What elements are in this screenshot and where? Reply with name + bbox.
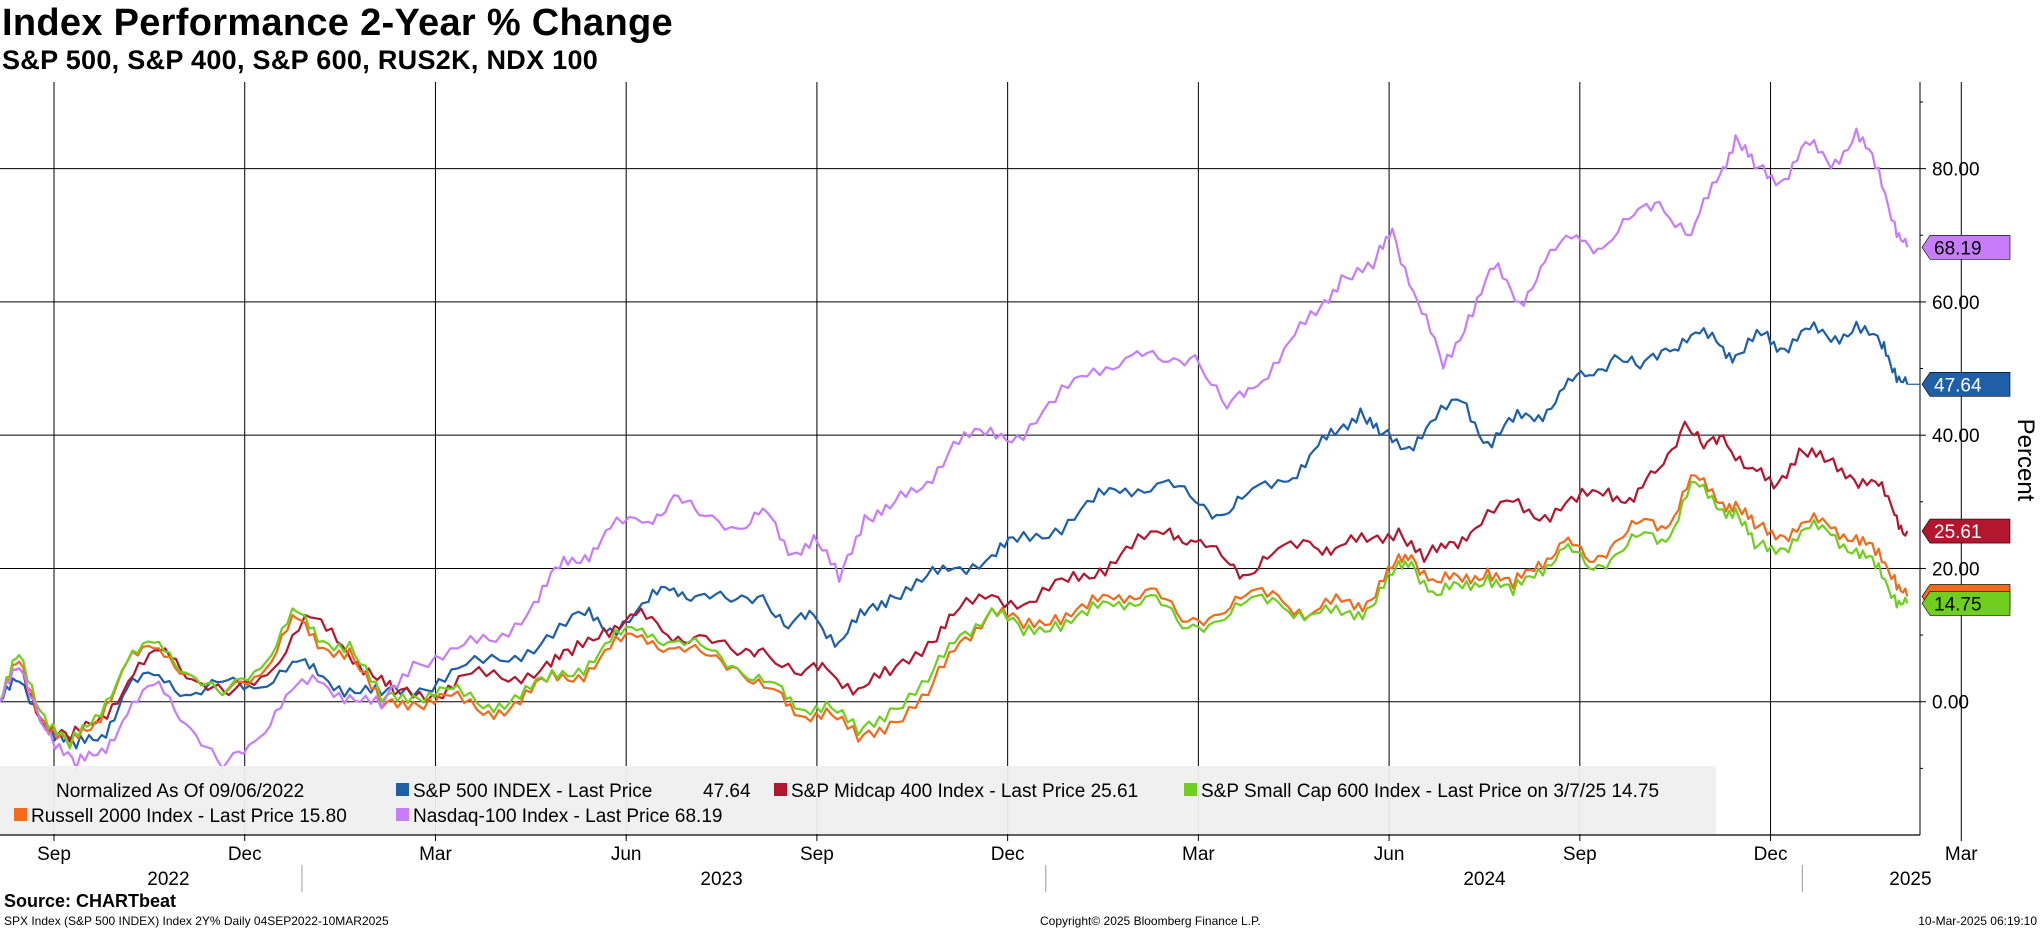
y-axis-title: Percent <box>2012 419 2039 502</box>
last-value-label-mid: 25.61 <box>1934 522 1982 543</box>
x-tick-label: Mar <box>419 844 452 865</box>
x-tick-label: Dec <box>991 844 1025 865</box>
series-line-ndx <box>0 127 1909 770</box>
series-line-small <box>0 480 1909 750</box>
legend-label-rus: Russell 2000 Index - Last Price 15.80 <box>31 806 347 827</box>
footer-timestamp: 10-Mar-2025 06:19:10 <box>1918 914 2037 928</box>
x-tick-label: Sep <box>1563 844 1597 865</box>
legend-swatch-spx <box>396 783 409 796</box>
last-value-tag-small <box>1921 591 2011 616</box>
x-tick-label: Sep <box>37 844 71 865</box>
legend-label-spx: S&P 500 INDEX - Last Price <box>413 781 652 802</box>
legend-swatch-small <box>1184 783 1197 796</box>
legend-value-spx: 47.64 <box>703 781 751 802</box>
y-tick-label: 40.00 <box>1932 426 1980 447</box>
x-year-label: 2024 <box>1463 869 1506 890</box>
legend-header: Normalized As Of 09/06/2022 <box>56 781 304 802</box>
chart-subtitle: S&P 500, S&P 400, S&P 600, RUS2K, NDX 10… <box>2 45 599 75</box>
y-tick-label: 0.00 <box>1932 693 1969 714</box>
series-line-mid <box>0 420 1909 743</box>
x-tick-label: Sep <box>800 844 834 865</box>
x-year-label: 2025 <box>1889 869 1931 890</box>
source-label: Source: CHARTbeat <box>4 891 177 911</box>
x-tick-label: Jun <box>611 844 642 865</box>
legend-label-small: S&P Small Cap 600 Index - Last Price on … <box>1201 781 1659 802</box>
last-value-label-small: 14.75 <box>1934 594 1982 615</box>
y-tick-label: 20.00 <box>1932 559 1980 580</box>
x-tick-label: Dec <box>228 844 262 865</box>
series-line-rus <box>0 474 1909 750</box>
legend-label-mid: S&P Midcap 400 Index - Last Price 25.61 <box>791 781 1138 802</box>
footer-copyright: Copyright© 2025 Bloomberg Finance L.P. <box>1040 914 1261 928</box>
x-tick-label: Mar <box>1945 844 1978 865</box>
x-tick-label: Jun <box>1374 844 1405 865</box>
last-value-label-ndx: 68.19 <box>1934 238 1982 259</box>
legend-box <box>0 766 1716 834</box>
x-tick-label: Dec <box>1754 844 1788 865</box>
series-line-spx <box>0 320 1909 750</box>
x-year-label: 2022 <box>147 869 189 890</box>
x-year-label: 2023 <box>700 869 742 890</box>
last-value-tag-ndx <box>1921 235 2011 260</box>
last-value-label-spx: 47.64 <box>1934 375 1982 396</box>
legend-swatch-ndx <box>396 808 409 821</box>
y-tick-label: 80.00 <box>1932 160 1980 181</box>
legend-swatch-rus <box>14 808 27 821</box>
legend-label-ndx: Nasdaq-100 Index - Last Price 68.19 <box>413 806 722 827</box>
x-tick-label: Mar <box>1182 844 1215 865</box>
last-value-tag-spx <box>1921 371 2011 397</box>
legend-swatch-mid <box>774 783 787 796</box>
footer-security-info: SPX Index (S&P 500 INDEX) Index 2Y% Dail… <box>4 914 389 928</box>
y-tick-label: 60.00 <box>1932 293 1980 314</box>
last-value-tag-mid <box>1921 518 2011 544</box>
chart-title: Index Performance 2-Year % Change <box>2 2 673 44</box>
